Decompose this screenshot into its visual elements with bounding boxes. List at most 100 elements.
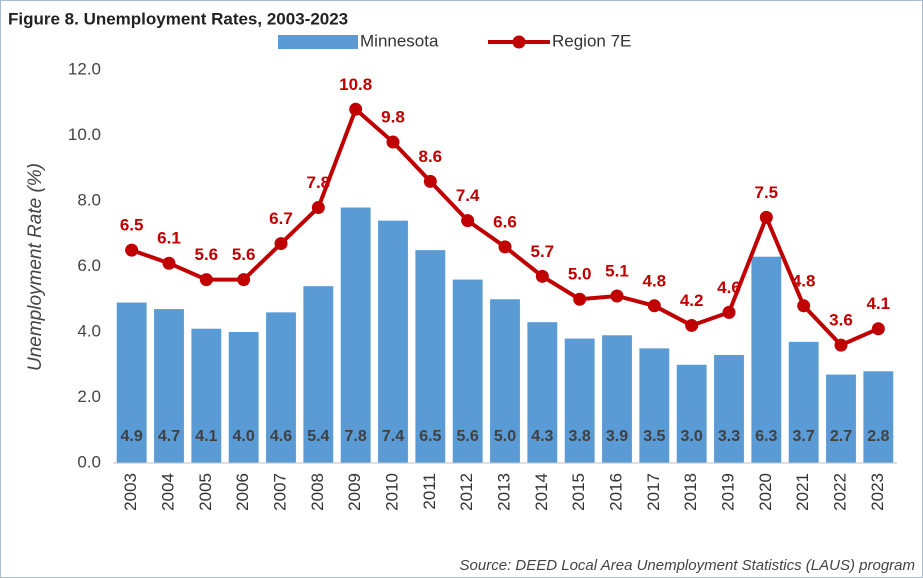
y-tick-label: 4.0 xyxy=(77,321,101,340)
x-tick-label: 2010 xyxy=(382,473,401,511)
bar-value-label: 4.9 xyxy=(121,428,143,445)
line-marker xyxy=(834,338,848,352)
bar-value-label: 7.4 xyxy=(382,428,404,445)
x-tick-label: 2022 xyxy=(830,473,849,511)
line-value-label: 7.5 xyxy=(755,183,779,202)
line-value-label: 7.8 xyxy=(307,173,331,192)
bar xyxy=(751,256,782,463)
source: Source: DEED Local Area Unemployment Sta… xyxy=(460,557,915,574)
bar xyxy=(228,332,259,463)
line-marker xyxy=(237,273,251,287)
line-marker xyxy=(685,318,699,332)
bar xyxy=(154,309,184,463)
x-tick-label: 2023 xyxy=(868,473,887,511)
line-value-label: 8.6 xyxy=(419,147,443,166)
x-tick-label: 2018 xyxy=(681,473,700,511)
line-value-label: 9.8 xyxy=(381,108,405,127)
bar-value-label: 6.3 xyxy=(755,428,777,445)
bar-value-label: 6.5 xyxy=(419,428,441,445)
line-value-label: 3.6 xyxy=(829,311,853,330)
bar-value-label: 2.8 xyxy=(867,428,889,445)
bar xyxy=(863,371,894,463)
y-axis-title: Unemployment Rate (%) xyxy=(25,163,46,371)
x-tick-label: 2003 xyxy=(121,473,140,511)
bar-value-label: 5.4 xyxy=(307,428,329,445)
x-tick-label: 2012 xyxy=(457,473,476,511)
bar xyxy=(602,335,632,463)
line-marker xyxy=(199,273,213,287)
bar-value-label: 3.5 xyxy=(643,428,665,445)
bar xyxy=(490,299,520,463)
x-tick-label: 2007 xyxy=(270,473,289,511)
x-tick-label: 2011 xyxy=(420,473,439,510)
line-marker xyxy=(573,292,587,306)
line-value-label: 7.4 xyxy=(456,186,480,205)
line-value-label: 6.5 xyxy=(120,216,144,235)
x-tick-label: 2016 xyxy=(606,473,625,511)
bar-value-label: 4.0 xyxy=(233,428,255,445)
bar-value-label: 4.6 xyxy=(270,428,292,445)
bar-value-label: 5.0 xyxy=(494,428,516,445)
bar xyxy=(527,322,558,463)
line-value-label: 10.8 xyxy=(339,75,372,94)
y-tick-label: 0.0 xyxy=(77,452,101,471)
bar xyxy=(564,338,595,463)
line-value-label: 5.6 xyxy=(232,245,256,264)
line-marker xyxy=(311,201,325,215)
line-value-label: 4.6 xyxy=(717,278,741,297)
bar-value-label: 3.8 xyxy=(569,428,591,445)
y-tick-label: 10.0 xyxy=(68,125,101,144)
bar-value-label: 2.7 xyxy=(830,428,852,445)
line-marker xyxy=(647,299,661,313)
line-marker xyxy=(349,102,363,116)
line-marker xyxy=(498,240,512,254)
line-value-label: 5.6 xyxy=(195,245,219,264)
bar-value-label: 3.3 xyxy=(718,428,740,445)
line-marker xyxy=(125,243,139,257)
line-marker xyxy=(386,135,400,149)
bar-value-label: 3.7 xyxy=(793,428,815,445)
bar xyxy=(340,207,371,463)
x-tick-label: 2008 xyxy=(308,473,327,511)
y-tick-label: 8.0 xyxy=(77,190,101,209)
line-value-label: 5.7 xyxy=(531,242,555,261)
bar-value-label: 3.9 xyxy=(606,428,628,445)
legend-label: Region 7E xyxy=(552,31,631,50)
line-value-label: 6.6 xyxy=(493,212,517,231)
line-value-label: 5.1 xyxy=(605,261,629,280)
bar-value-label: 5.6 xyxy=(457,428,479,445)
x-tick-label: 2019 xyxy=(718,473,737,511)
y-tick-label: 2.0 xyxy=(77,387,101,406)
line-marker xyxy=(535,269,549,283)
line-marker xyxy=(274,237,288,251)
x-tick-label: 2017 xyxy=(644,473,663,511)
line-value-label: 4.2 xyxy=(680,291,704,310)
x-tick-label: 2015 xyxy=(569,473,588,511)
line-marker xyxy=(610,289,624,303)
x-tick-label: 2021 xyxy=(793,473,812,511)
bar-value-label: 4.1 xyxy=(195,428,217,445)
bar xyxy=(415,250,446,463)
bar xyxy=(191,328,222,463)
bar xyxy=(116,302,147,463)
chart-title: Figure 8. Unemployment Rates, 2003-2023 xyxy=(8,9,348,28)
line-value-label: 6.7 xyxy=(269,209,293,228)
bar xyxy=(788,341,819,463)
x-tick-label: 2009 xyxy=(345,473,364,511)
bar-value-label: 3.0 xyxy=(681,428,703,445)
line-marker xyxy=(423,174,437,188)
bar xyxy=(303,286,334,463)
legend-label: Minnesota xyxy=(360,31,439,50)
legend-marker xyxy=(512,35,526,49)
line-marker xyxy=(759,210,773,224)
x-tick-label: 2004 xyxy=(158,473,177,511)
bar-value-label: 7.8 xyxy=(345,428,367,445)
line-marker xyxy=(797,299,811,313)
y-tick-label: 12.0 xyxy=(68,59,101,78)
line-value-label: 4.8 xyxy=(792,271,816,290)
line-value-label: 4.8 xyxy=(643,271,667,290)
bar xyxy=(378,220,408,463)
line-marker xyxy=(461,214,475,228)
x-tick-label: 2014 xyxy=(532,473,551,511)
